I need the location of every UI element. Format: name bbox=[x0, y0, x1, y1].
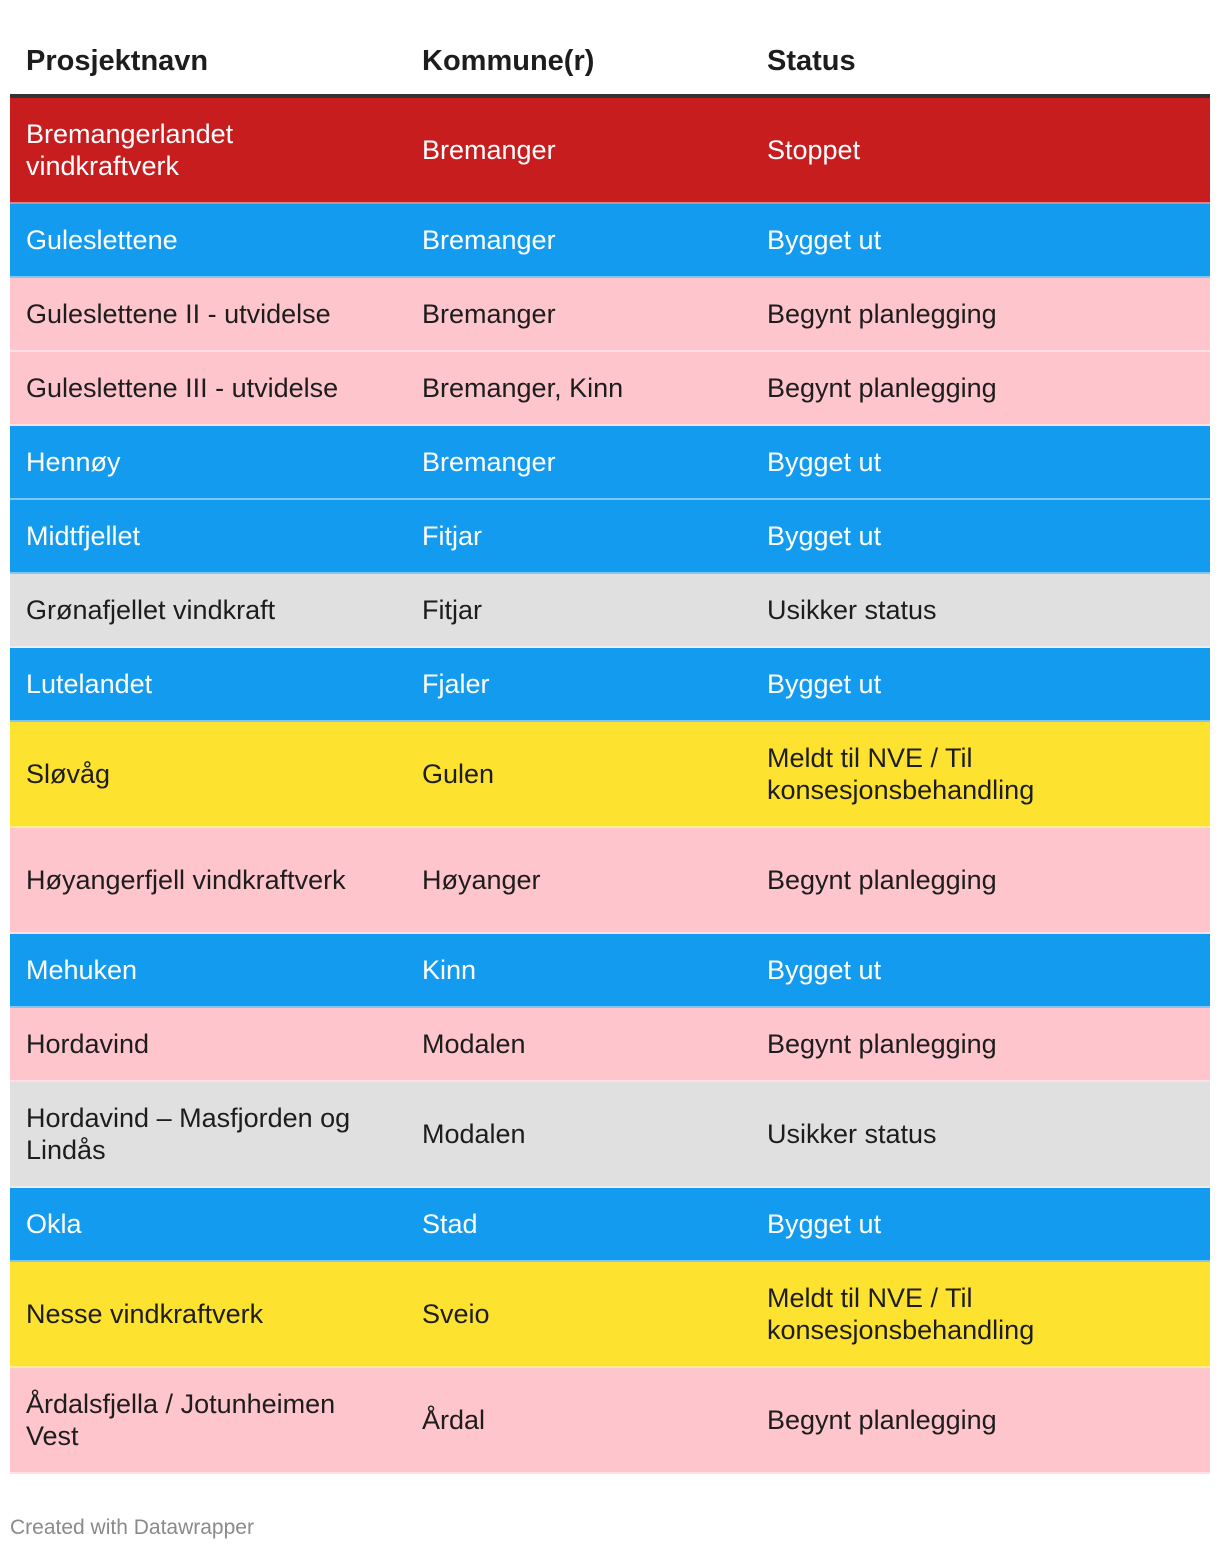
table-row: Lutelandet Fjaler Bygget ut bbox=[10, 648, 1210, 722]
cell-status: Meldt til NVE / Til konsesjonsbehandling bbox=[767, 1283, 1035, 1345]
cell-kommune: Bremanger bbox=[422, 299, 556, 329]
cell-kommune: Fitjar bbox=[422, 595, 482, 625]
cell-prosjektnavn: Guleslettene III - utvidelse bbox=[26, 373, 339, 403]
cell-status: Begynt planlegging bbox=[767, 1405, 997, 1435]
table-row: Hennøy Bremanger Bygget ut bbox=[10, 426, 1210, 500]
cell-status: Begynt planlegging bbox=[767, 373, 997, 403]
cell-prosjektnavn: Hordavind – Masfjorden og Lindås bbox=[26, 1103, 351, 1165]
cell-kommune: Kinn bbox=[422, 955, 477, 985]
cell-status: Stoppet bbox=[767, 135, 861, 165]
data-table: Prosjektnavn Kommune(r) Status Bremanger… bbox=[10, 28, 1210, 1474]
cell-prosjektnavn: Hordavind bbox=[26, 1029, 150, 1059]
cell-kommune: Årdal bbox=[422, 1405, 486, 1435]
cell-status: Bygget ut bbox=[767, 225, 882, 255]
cell-kommune: Modalen bbox=[422, 1029, 526, 1059]
cell-kommune: Gulen bbox=[422, 759, 495, 789]
cell-kommune: Stad bbox=[422, 1209, 478, 1239]
cell-prosjektnavn: Okla bbox=[26, 1209, 82, 1239]
cell-prosjektnavn: Midtfjellet bbox=[26, 521, 141, 551]
cell-prosjektnavn: Høyangerfjell vindkraftverk bbox=[26, 865, 346, 895]
cell-kommune: Bremanger bbox=[422, 447, 556, 477]
table-row: Hordavind – Masfjorden og Lindås Modalen U… bbox=[10, 1082, 1210, 1188]
cell-prosjektnavn: Nesse vindkraftverk bbox=[26, 1299, 264, 1329]
cell-kommune: Bremanger bbox=[422, 225, 556, 255]
cell-kommune: Bremanger, Kinn bbox=[422, 373, 624, 403]
table-header: Prosjektnavn Kommune(r) Status bbox=[10, 28, 1210, 98]
table-row: Guleslettene Bremanger Bygget ut bbox=[10, 204, 1210, 278]
table-row: Mehuken Kinn Bygget ut bbox=[10, 934, 1210, 1008]
cell-kommune: Fitjar bbox=[422, 521, 482, 551]
cell-kommune: Modalen bbox=[422, 1119, 526, 1149]
table-row: Årdalsfjella / Jotunheimen Vest Årdal Begy… bbox=[10, 1368, 1210, 1474]
table-row: Grønafjellet vindkraft Fitjar Usikker stat… bbox=[10, 574, 1210, 648]
cell-prosjektnavn: Grønafjellet vindkraft bbox=[26, 595, 276, 625]
column-header-kommune[interactable]: Kommune(r) bbox=[422, 44, 595, 77]
cell-status: Bygget ut bbox=[767, 669, 882, 699]
column-header-prosjektnavn[interactable]: Prosjektnavn bbox=[26, 44, 209, 77]
table-row: Okla Stad Bygget ut bbox=[10, 1188, 1210, 1262]
cell-prosjektnavn: Bremangerlandet vindkraftverk bbox=[26, 119, 234, 181]
table-row: Nesse vindkraftverk Sveio Meldt til NVE / … bbox=[10, 1262, 1210, 1368]
cell-status: Bygget ut bbox=[767, 955, 882, 985]
cell-status: Bygget ut bbox=[767, 447, 882, 477]
table-row: Guleslettene II - utvidelse Bremanger Begy… bbox=[10, 278, 1210, 352]
cell-status: Usikker status bbox=[767, 595, 937, 625]
cell-prosjektnavn: Lutelandet bbox=[26, 669, 153, 699]
table-row: Sløvåg Gulen Meldt til NVE / Til konsesjon… bbox=[10, 722, 1210, 828]
cell-kommune: Høyanger bbox=[422, 865, 541, 895]
datawrapper-credit[interactable]: Created with Datawrapper bbox=[10, 1516, 254, 1539]
cell-status: Meldt til NVE / Til konsesjonsbehandling bbox=[767, 743, 1035, 805]
cell-prosjektnavn: Hennøy bbox=[26, 447, 121, 477]
cell-prosjektnavn: Guleslettene bbox=[26, 225, 178, 255]
cell-kommune: Bremanger bbox=[422, 135, 556, 165]
table-row: Midtfjellet Fitjar Bygget ut bbox=[10, 500, 1210, 574]
table-row: Høyangerfjell vindkraftverk Høyanger Begyn… bbox=[10, 828, 1210, 934]
cell-status: Bygget ut bbox=[767, 521, 882, 551]
cell-kommune: Fjaler bbox=[422, 669, 490, 699]
table-row: Bremangerlandet vindkraftverk Bremanger St… bbox=[10, 98, 1210, 204]
cell-prosjektnavn: Guleslettene II - utvidelse bbox=[26, 299, 331, 329]
cell-status: Begynt planlegging bbox=[767, 865, 997, 895]
table-row: Guleslettene III - utvidelse Bremanger, K… bbox=[10, 352, 1210, 426]
cell-prosjektnavn: Sløvåg bbox=[26, 759, 111, 789]
table-body: Bremangerlandet vindkraftverk Bremanger St… bbox=[10, 98, 1210, 1474]
cell-status: Begynt planlegging bbox=[767, 1029, 997, 1059]
cell-kommune: Sveio bbox=[422, 1299, 490, 1329]
cell-prosjektnavn: Årdalsfjella / Jotunheimen Vest bbox=[26, 1389, 336, 1451]
table-row: Hordavind Modalen Begynt planlegging bbox=[10, 1008, 1210, 1082]
cell-status: Bygget ut bbox=[767, 1209, 882, 1239]
cell-status: Begynt planlegging bbox=[767, 299, 997, 329]
cell-status: Usikker status bbox=[767, 1119, 937, 1149]
cell-prosjektnavn: Mehuken bbox=[26, 955, 138, 985]
column-header-status[interactable]: Status bbox=[767, 44, 856, 77]
